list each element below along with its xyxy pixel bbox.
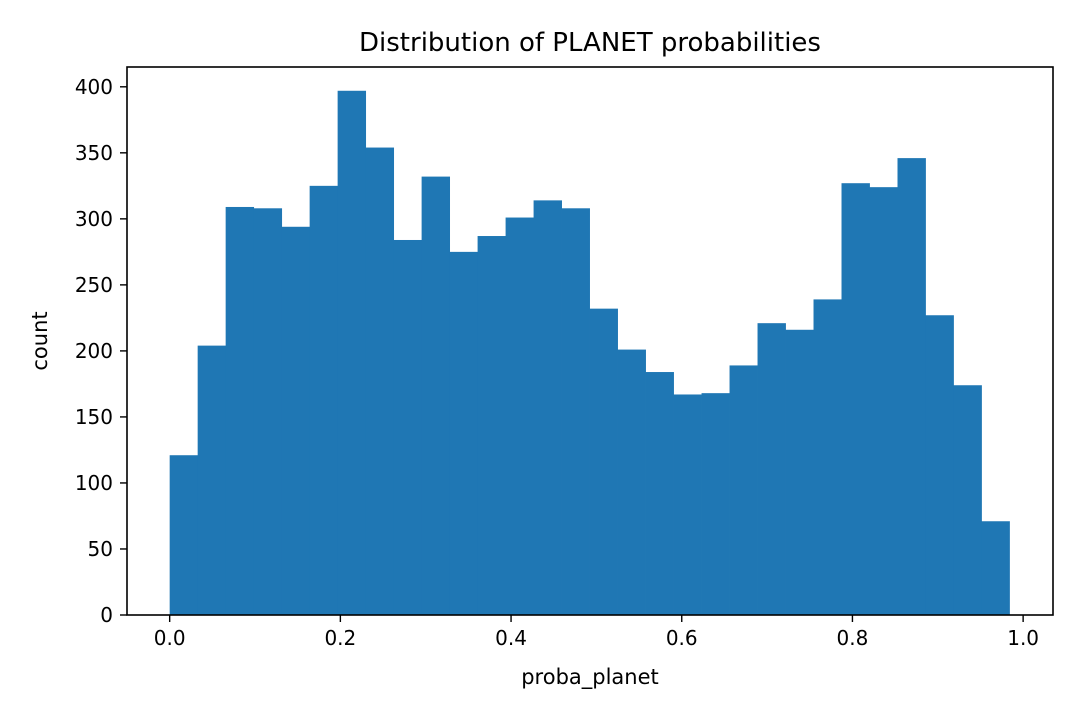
x-tick-label: 1.0 (1007, 626, 1039, 650)
histogram-bar (393, 239, 423, 615)
x-tick-label: 0.8 (837, 626, 869, 650)
x-tick-label: 0.0 (154, 626, 186, 650)
histogram-bar (309, 185, 339, 615)
plot-frame (126, 66, 1054, 616)
histogram-bar (225, 206, 255, 616)
histogram-bar (617, 349, 646, 615)
histogram-bar (673, 394, 702, 615)
y-tick-label: 350 (75, 141, 113, 165)
histogram-bar (253, 208, 283, 615)
chart-title: Distribution of PLANET probabilities (359, 28, 821, 58)
histogram-bar (533, 200, 562, 616)
histogram-bar (505, 217, 534, 615)
y-tick-label: 250 (75, 273, 113, 297)
histogram-bar (785, 329, 814, 615)
x-tick-label: 0.6 (666, 626, 698, 650)
y-tick-label: 50 (88, 537, 113, 561)
y-tick-label: 300 (75, 207, 113, 231)
histogram-bar (281, 226, 311, 615)
y-axis-ticks: 0 50 100 150 200 250 300 350 400 (75, 75, 127, 627)
histogram-bar (981, 521, 1010, 615)
histogram-bar (449, 251, 478, 615)
histogram-bar (701, 393, 730, 615)
histogram-bar (841, 183, 870, 616)
histogram-bar (421, 176, 451, 615)
y-tick-label: 150 (75, 405, 113, 429)
histogram-bar (757, 323, 786, 615)
histogram-bar (197, 345, 227, 615)
y-tick-label: 400 (75, 75, 113, 99)
y-tick-label: 100 (75, 471, 113, 495)
histogram-bar (897, 158, 926, 615)
histogram-bar (645, 372, 674, 615)
histogram-bar (169, 455, 199, 615)
histogram-bar (337, 90, 367, 615)
x-axis-ticks: 0.0 0.2 0.4 0.6 0.8 1.0 (154, 615, 1039, 650)
histogram-bar (813, 299, 842, 615)
histogram-bar (869, 187, 898, 615)
y-axis-label: count (28, 311, 52, 370)
bars-group (169, 90, 1010, 616)
x-tick-label: 0.4 (495, 626, 527, 650)
histogram-bar (477, 236, 506, 616)
histogram-bar (953, 385, 982, 615)
histogram-bar (589, 308, 618, 615)
histogram-bar (365, 147, 395, 616)
y-tick-label: 0 (100, 603, 113, 627)
x-tick-label: 0.2 (324, 626, 356, 650)
histogram-bar (925, 315, 954, 615)
histogram-bar (561, 208, 590, 615)
x-axis-label: proba_planet (521, 665, 659, 690)
histogram-bar (729, 365, 758, 615)
y-tick-label: 200 (75, 339, 113, 363)
